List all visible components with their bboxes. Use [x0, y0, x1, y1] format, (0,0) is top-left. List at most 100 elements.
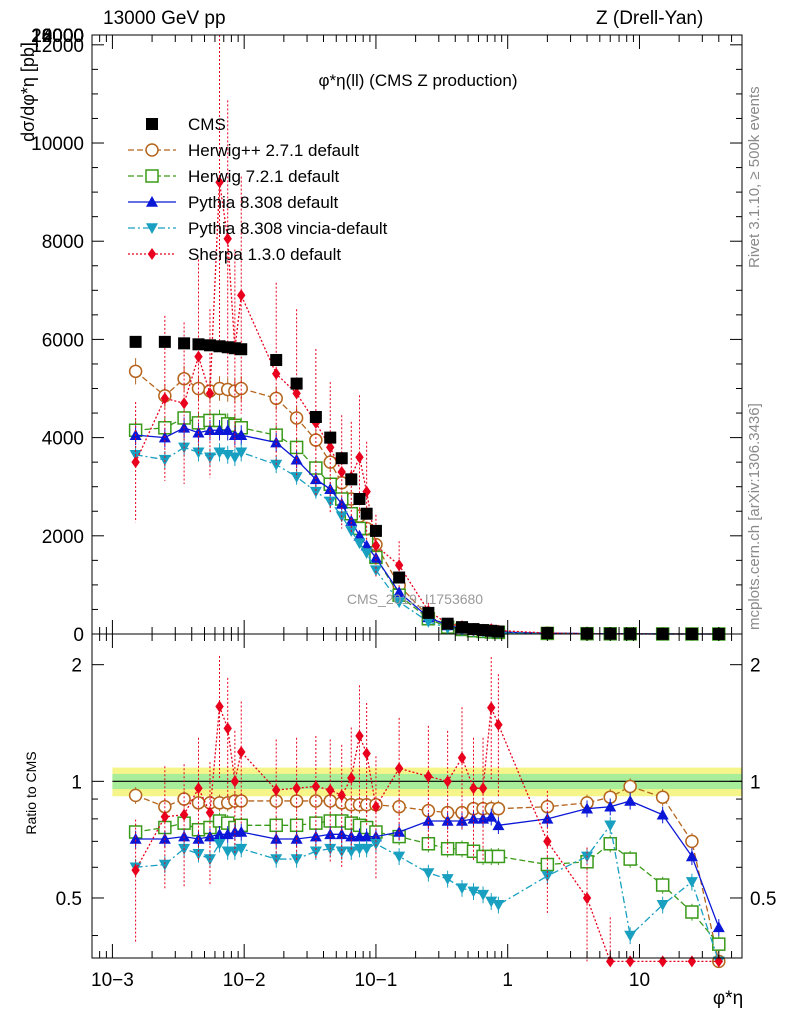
series-ratio-point [685, 905, 699, 919]
series-ratio-point [685, 834, 699, 849]
series-ratio-point [326, 783, 335, 796]
y-tick-label: 18000 [31, 26, 84, 47]
series-ratio-point [271, 783, 281, 796]
data-point [369, 524, 382, 537]
data-point [129, 335, 142, 348]
series-point [131, 456, 140, 469]
series-ratio-point [360, 830, 373, 842]
series-point [326, 441, 335, 454]
series-ratio-point [543, 835, 552, 848]
series-ratio-point [687, 955, 697, 968]
series-point [235, 429, 248, 440]
series-point [353, 538, 366, 550]
legend-marker [146, 118, 158, 130]
series-ratio-point [194, 782, 203, 795]
x-tick-label: 10 [629, 970, 650, 991]
series-ratio-point [205, 806, 215, 819]
series-ratio-point [655, 878, 670, 892]
data-point [353, 492, 366, 505]
series-point [360, 548, 373, 559]
series-ratio-point [443, 775, 452, 788]
series-ratio-point [362, 747, 371, 760]
series-ratio-point [685, 877, 698, 888]
series-ratio-point [623, 852, 637, 866]
series-ratio-point [158, 859, 171, 871]
series-ratio-point [360, 843, 373, 855]
data-point [324, 431, 337, 444]
series-point [270, 459, 283, 471]
series-ratio-point [129, 832, 142, 844]
x-tick-label: 10−2 [223, 970, 266, 991]
legend: CMS Herwig++ 2.7.1 default Herwig 7.2.1 de… [128, 115, 388, 264]
series-point [270, 436, 283, 448]
series-point [337, 465, 346, 478]
series-ratio-point [492, 819, 505, 831]
legend-label: Pythia 8.308 default [188, 193, 339, 212]
series-ratio-point [237, 746, 246, 759]
ratio-tick-label: 2 [71, 656, 82, 677]
legend-marker [147, 248, 157, 260]
series-point [309, 486, 322, 498]
y-tick-label: 6000 [42, 330, 84, 351]
series-ratio-point [487, 701, 496, 714]
series-ratio-point [712, 937, 726, 951]
series-ratio-point [337, 789, 346, 802]
series-ratio-point [393, 851, 406, 863]
data-point [345, 473, 358, 486]
series-ratio-point [441, 874, 454, 885]
series-ratio-point [289, 794, 304, 808]
series-ratio-point [177, 792, 191, 806]
series-ratio-point [655, 790, 670, 804]
series-ratio-point [656, 900, 669, 911]
series-ratio-point [685, 850, 698, 862]
legend-marker [145, 169, 159, 183]
plot-title: φ*η(ll) (CMS Z production) [318, 71, 517, 90]
series-ratio-point [213, 828, 226, 840]
series-point [194, 350, 203, 363]
series-ratio-point [347, 771, 356, 784]
series-ratio-point [477, 889, 490, 901]
series-ratio-point [215, 700, 224, 713]
series-ratio-point [223, 722, 232, 735]
series-ratio-point [469, 782, 478, 795]
series-ratio-point [658, 955, 667, 968]
y-tick-label: 2000 [42, 527, 84, 548]
series-point [160, 392, 170, 405]
series-ratio-point [604, 820, 617, 832]
data-point [422, 606, 435, 619]
series-ratio-point [311, 780, 321, 793]
series-ratio-point [485, 810, 498, 822]
series-ratio-point [230, 775, 240, 788]
ratio-tick-label: 0.5 [750, 889, 776, 910]
series-ratio-point [131, 864, 140, 877]
series-ratio-point [456, 883, 469, 895]
legend-label: Herwig 7.2.1 default [188, 167, 339, 186]
series-ratio-point [235, 826, 248, 837]
legend-label: Sherpa 1.3.0 default [188, 245, 341, 264]
series-point [353, 529, 366, 541]
header-process: Z (Drell-Yan) [596, 8, 704, 29]
data-point [360, 507, 373, 520]
series-ratio-point [270, 832, 283, 844]
data-point [335, 452, 348, 465]
data-point [456, 621, 469, 634]
series-point [215, 176, 224, 189]
series-ratio-point [712, 921, 725, 933]
series-ratio-point [485, 896, 498, 908]
series-ratio-point [467, 886, 480, 898]
series-ratio-point [494, 718, 503, 731]
header-energy: 13000 GeV pp [103, 8, 226, 29]
series-ratio-point [235, 843, 248, 855]
y-tick-label: 16000 [31, 26, 84, 47]
series-point [179, 397, 189, 410]
series-ratio-point [581, 802, 594, 814]
series-ratio-point [422, 814, 435, 826]
series-point [360, 539, 373, 551]
data-point [235, 343, 248, 356]
data-point [158, 335, 171, 348]
series-point [213, 424, 226, 436]
series-ratio-point [292, 782, 301, 795]
analysis-watermark: CMS_2019_I1753680 [347, 591, 483, 607]
y-tick-label: 4000 [42, 429, 84, 450]
